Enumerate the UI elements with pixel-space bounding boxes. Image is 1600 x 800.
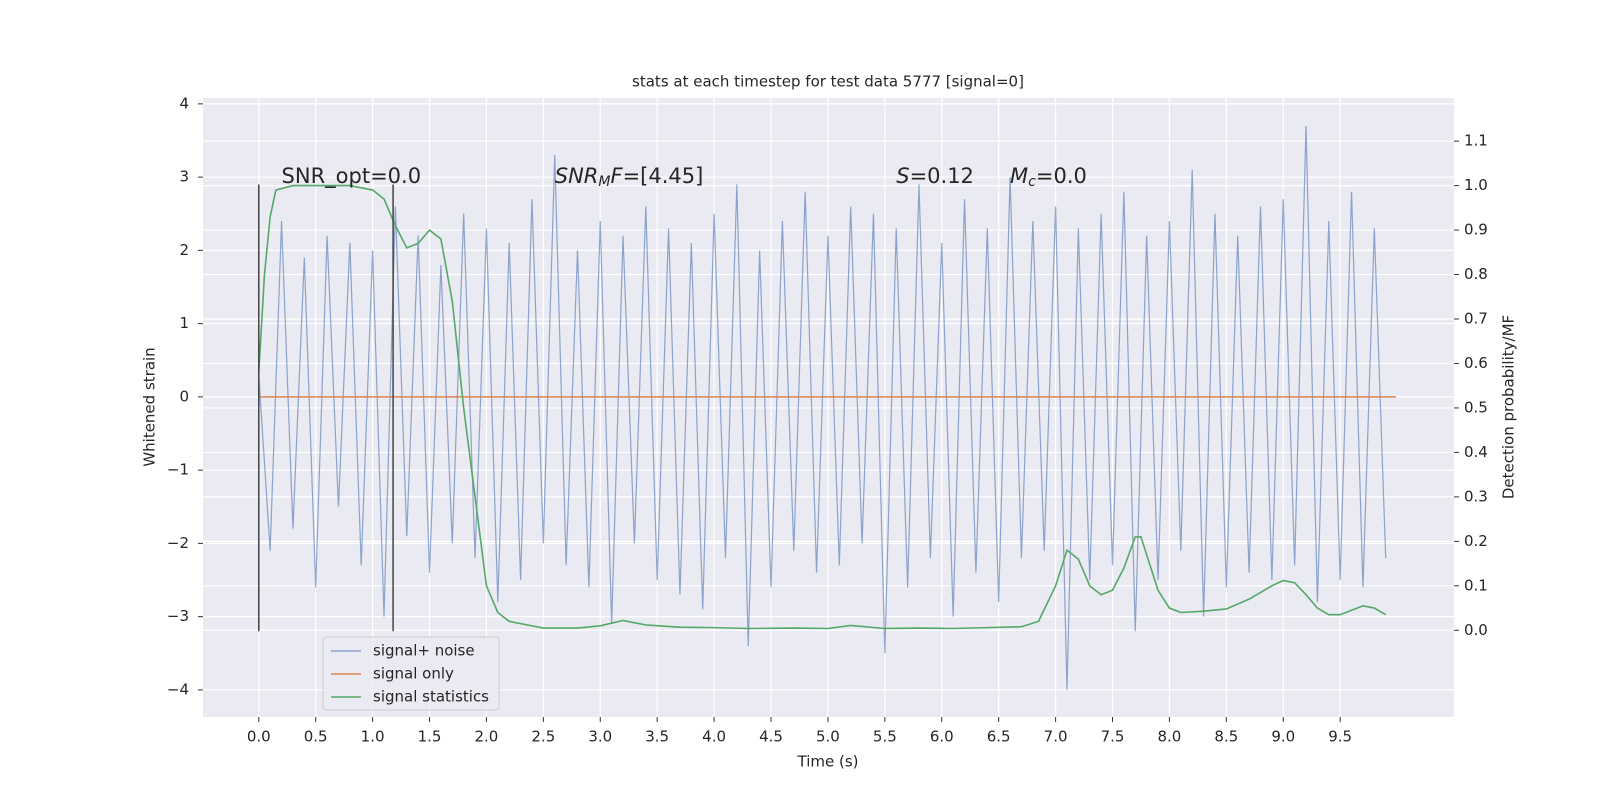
y2-tick-label: 0.9 xyxy=(1464,221,1488,239)
x-tick-label: 9.5 xyxy=(1328,728,1352,746)
x-tick-label: 0.0 xyxy=(247,728,271,746)
annotation: Mc=0.0 xyxy=(1010,164,1087,190)
x-tick-label: 1.5 xyxy=(418,728,442,746)
x-tick-label: 4.0 xyxy=(702,728,726,746)
annotation: SNRMF=[4.45] xyxy=(555,164,704,190)
series-line xyxy=(258,125,1387,690)
y-axis-label: Whitened strain xyxy=(141,347,159,466)
y2-tick-label: 0.5 xyxy=(1464,398,1488,416)
y-tick-label: −4 xyxy=(167,680,189,698)
y2-tick-label: 0.2 xyxy=(1464,532,1488,550)
legend-label: signal statistics xyxy=(373,688,489,706)
y-tick-label: −3 xyxy=(167,607,189,625)
y2-tick-label: 0.1 xyxy=(1464,576,1488,594)
x-tick-label: 0.5 xyxy=(304,728,328,746)
annotation-part: M xyxy=(598,174,610,190)
y-tick-label: 2 xyxy=(179,241,189,259)
x-tick-label: 7.5 xyxy=(1101,728,1125,746)
x-tick-label: 9.0 xyxy=(1271,728,1295,746)
y-tick-label: −2 xyxy=(167,534,189,552)
x-tick-label: 2.5 xyxy=(531,728,555,746)
x-tick-label: 5.0 xyxy=(816,728,840,746)
x-tick-label: 7.0 xyxy=(1044,728,1068,746)
legend-label: signal+ noise xyxy=(373,642,475,660)
y-tick-label: 3 xyxy=(179,168,189,186)
x-tick-label: 6.0 xyxy=(930,728,954,746)
x-tick-label: 5.5 xyxy=(873,728,897,746)
y2-tick-label: 0.0 xyxy=(1464,621,1488,639)
x-tick-label: 8.0 xyxy=(1157,728,1181,746)
y2-tick-label: 0.7 xyxy=(1464,310,1488,328)
chart-title: stats at each timestep for test data 577… xyxy=(632,73,1024,91)
annotation-part: c xyxy=(1028,174,1036,190)
annotation: S=0.12 xyxy=(896,164,974,188)
y2-tick-label: 0.8 xyxy=(1464,265,1488,283)
y-tick-label: −1 xyxy=(167,461,189,479)
x-tick-label: 8.5 xyxy=(1214,728,1238,746)
x-axis-label: Time (s) xyxy=(797,753,859,771)
y-tick-label: 0 xyxy=(179,387,189,405)
x-tick-label: 2.0 xyxy=(475,728,499,746)
annotation-part: SNR xyxy=(555,164,599,188)
annotation-part: M xyxy=(1010,164,1028,188)
x-tick-label: 3.0 xyxy=(588,728,612,746)
x-tick-label: 1.0 xyxy=(361,728,385,746)
annotation-part: SNR_opt=0.0 xyxy=(282,164,422,189)
legend-box xyxy=(322,636,500,711)
annotation-part: =0.12 xyxy=(910,164,974,188)
annotation-part: =[4.45] xyxy=(623,164,704,188)
y2-tick-label: 0.6 xyxy=(1464,354,1488,372)
y2-tick-label: 0.3 xyxy=(1464,487,1488,505)
x-tick-label: 6.5 xyxy=(987,728,1011,746)
y-tick-label: 4 xyxy=(179,94,189,112)
annotation: SNR_opt=0.0 xyxy=(282,164,422,189)
series-line xyxy=(257,184,1387,630)
y-tick-label: 1 xyxy=(179,314,189,332)
y2-axis-label: Detection probability/MF xyxy=(1500,315,1518,499)
x-tick-label: 4.5 xyxy=(759,728,783,746)
annotation-part: S xyxy=(896,164,909,188)
y2-tick-label: 1.0 xyxy=(1464,176,1488,194)
annotation-part: =0.0 xyxy=(1036,164,1087,188)
y2-tick-label: 0.4 xyxy=(1464,443,1488,461)
y2-tick-label: 1.1 xyxy=(1464,132,1488,150)
legend-label: signal only xyxy=(373,665,454,683)
annotation-part: F xyxy=(610,164,623,188)
x-tick-label: 3.5 xyxy=(645,728,669,746)
